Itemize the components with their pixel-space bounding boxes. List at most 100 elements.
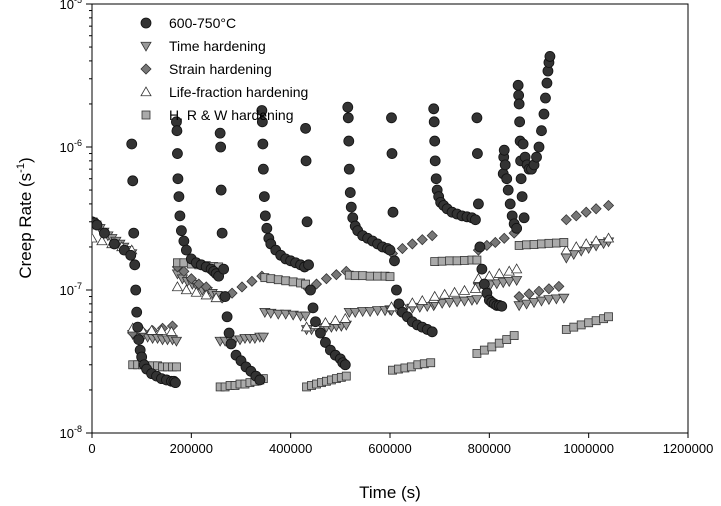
data-point <box>430 173 442 185</box>
data-point <box>406 238 418 250</box>
data-point <box>528 298 540 309</box>
data-point <box>258 191 270 202</box>
data-point <box>170 377 181 389</box>
data-point <box>272 309 284 320</box>
data-point <box>580 238 592 249</box>
data-point <box>92 232 98 243</box>
data-point <box>389 255 400 267</box>
data-point <box>330 269 342 281</box>
data-point <box>448 286 461 297</box>
data-point <box>504 198 516 210</box>
data-point <box>426 326 438 338</box>
data-point <box>145 324 158 335</box>
data-point <box>496 300 508 312</box>
data-point <box>416 295 428 305</box>
data-point <box>356 307 369 318</box>
data-layer <box>92 51 615 392</box>
data-point <box>165 326 178 336</box>
data-point <box>131 306 143 318</box>
data-point <box>265 308 277 319</box>
data-point <box>155 324 168 335</box>
data-point <box>602 199 615 212</box>
data-point <box>483 270 496 281</box>
data-point <box>590 203 602 215</box>
data-point <box>523 288 535 300</box>
y-tick-label: 10-7 <box>60 281 82 298</box>
data-point <box>479 345 489 355</box>
data-point <box>214 127 226 139</box>
data-point <box>476 263 488 275</box>
data-point <box>558 293 570 304</box>
data-point <box>416 234 428 246</box>
x-tick-label: 600000 <box>368 441 411 456</box>
y-axis-title: Creep Rate (s-1) <box>15 157 35 278</box>
data-point <box>590 235 602 246</box>
data-point <box>438 288 451 299</box>
data-point <box>280 309 292 320</box>
data-point <box>301 216 313 228</box>
data-point <box>96 235 108 246</box>
data-point <box>560 214 572 226</box>
data-point <box>510 263 523 274</box>
data-point <box>174 210 186 222</box>
data-point <box>339 312 351 323</box>
data-point <box>133 334 145 345</box>
data-point <box>273 275 283 285</box>
legend-marker <box>140 63 152 75</box>
data-point <box>531 151 542 163</box>
data-point <box>494 338 504 348</box>
data-point <box>510 276 523 287</box>
data-point <box>373 271 382 281</box>
data-point <box>391 284 402 296</box>
data-point <box>371 306 384 317</box>
data-point <box>396 242 408 255</box>
data-point <box>535 296 548 307</box>
data-point <box>513 290 525 303</box>
y-axis-title-close: ) <box>16 157 35 163</box>
data-point <box>570 241 582 252</box>
data-point <box>215 184 227 196</box>
data-point <box>502 184 514 196</box>
data-point <box>472 148 483 159</box>
x-tick-label: 200000 <box>170 441 213 456</box>
data-point <box>426 230 438 242</box>
data-point <box>430 257 440 266</box>
legend-marker <box>140 86 152 97</box>
data-point <box>406 297 419 308</box>
x-tick-label: 400000 <box>269 441 312 456</box>
data-point <box>178 265 190 277</box>
data-point <box>339 359 351 371</box>
y-axis-title-exponent: -1 <box>15 163 27 173</box>
data-point <box>343 163 355 175</box>
data-point <box>387 206 399 218</box>
data-point <box>428 116 440 128</box>
data-point <box>343 135 355 147</box>
data-point <box>429 135 441 147</box>
x-axis-title: Time (s) <box>359 483 421 502</box>
data-point <box>502 335 512 344</box>
data-point <box>460 256 469 265</box>
data-point <box>345 201 357 213</box>
data-point <box>320 337 331 348</box>
data-point <box>287 310 299 321</box>
legend-marker <box>141 110 151 120</box>
data-point <box>426 358 436 368</box>
data-point <box>436 298 448 309</box>
data-point <box>536 125 547 137</box>
data-point <box>254 374 266 386</box>
data-point <box>540 92 551 104</box>
data-point <box>185 273 197 285</box>
data-point <box>256 105 268 116</box>
data-point <box>445 256 455 266</box>
data-point <box>550 294 563 305</box>
series-circle <box>92 51 556 389</box>
data-point <box>125 249 137 261</box>
data-point <box>385 272 395 282</box>
data-point <box>350 271 360 281</box>
data-point <box>223 327 235 339</box>
data-point <box>128 227 140 239</box>
legend-label: Time hardening <box>169 38 266 54</box>
data-point <box>474 241 486 253</box>
x-tick-label: 800000 <box>468 441 511 456</box>
data-point <box>602 232 615 243</box>
